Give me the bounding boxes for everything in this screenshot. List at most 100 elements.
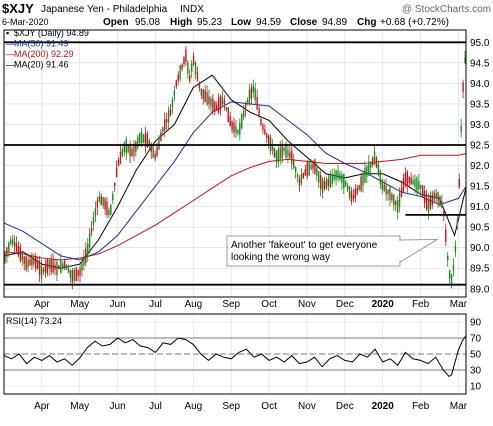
rsi-y-tick-label: 70 [470,334,482,345]
rsi-x-tick-label: Sep [222,401,240,412]
price-y-tick-label: 94.5 [470,58,490,69]
quote-high-value: 95.23 [197,17,222,28]
candle-down [164,119,166,131]
candle-up [42,268,45,273]
candle-up [271,145,274,151]
candle-up [362,173,364,186]
price-y-tick-label: 92.0 [470,161,490,172]
candle-down [17,245,20,256]
price-x-tick-label: Oct [261,299,277,310]
candle-down [312,164,314,169]
price-plot-frame [3,29,467,298]
candle-down [189,75,191,82]
candle-down [100,195,102,205]
candle-up [437,191,439,205]
candle-up [335,170,337,180]
candle-down [160,132,162,142]
candle-down [327,179,330,187]
candle-down [229,116,231,127]
x-axis: Apr Apr May May Jun Jun Jul Jul Aug Aug Sep Sep Oct O… [34,299,468,412]
candle-up [343,173,345,188]
candle-up [346,186,349,190]
candle-up [123,142,126,152]
candle-up [173,90,176,96]
legend-entry-price: $XJY (Daily) 94.89 [14,28,89,38]
candle-down [144,132,147,147]
price-y-tick-label: 90.0 [470,243,490,254]
price-x-tick-label: Apr [34,299,50,310]
candle-up [333,174,335,180]
candle-down [266,133,268,139]
legend-marker-ma50: — [6,39,15,49]
candle-down [260,118,262,126]
candle-down [165,119,168,123]
candle-down [177,74,179,81]
rsi-plot-frame [3,313,467,395]
price-y-tick-label: 94.0 [470,79,490,90]
rsi-panel: 10 30 50 70 90 RSI(14) 73.24 [3,313,482,395]
price-panel: 89.0 89.5 90.0 90.5 91.0 91.5 92.0 92.5 93.0 93.5… [3,28,490,298]
candle-down [183,56,185,64]
candle-down [58,265,60,270]
candle-up [329,175,331,188]
candle-up [348,186,351,199]
candle-down [6,247,8,257]
price-x-tick-label: 2020 [372,299,395,310]
rsi-y-tick-label: 90 [470,318,482,329]
candle-up [33,256,35,264]
candle-up [452,264,455,271]
candle-up [187,62,189,74]
candle-down [216,105,218,110]
annotation-text: Another 'fakeout' to get everyone [231,240,378,251]
chart-date: 6-Mar-2020 [2,17,49,27]
candle-down [146,134,149,148]
candle-up [65,264,68,270]
candle-down [185,49,187,62]
candle-down [150,144,152,152]
candle-up [389,187,391,201]
candle-up [366,165,368,177]
candle-down [429,197,432,209]
candle-up [464,57,466,63]
candle-down [63,260,66,268]
rsi-x-tick-label: Jul [149,401,162,412]
candle-up [142,134,145,143]
candle-down [306,162,308,177]
candle-up [254,87,256,100]
candle-up [385,185,387,195]
candle-up [98,196,100,202]
candle-down [458,179,460,187]
price-y-tick-label: 95.0 [470,38,490,49]
candle-down [44,264,47,273]
price-x-tick-label: Dec [336,299,354,310]
legend-marker-ma200: — [6,49,15,59]
candle-up [308,161,310,176]
candle-down [354,188,357,199]
candle-up [67,268,70,273]
candle-up [331,174,333,184]
quote-bar: Open 95.08 High 95.23 Low 94.59 Close 94… [103,17,449,28]
price-y-tick-label: 91.5 [470,182,490,193]
candle-down [208,96,210,105]
candle-down [19,246,22,262]
candle-up [56,261,58,275]
candle-up [4,252,6,263]
candle-down [38,262,41,275]
candle-down [289,152,291,159]
price-y-tick-label: 89.0 [470,284,490,295]
candle-down [443,210,445,217]
candle-down [169,108,172,116]
candle-down [31,257,33,266]
candle-up [83,256,85,266]
candle-up [235,126,237,134]
chart-instrument-name: Japanese Yen - Philadelphia [41,4,168,15]
candle-down [244,103,247,110]
candle-up [341,174,343,183]
candle-up [300,174,303,184]
candle-down [371,157,374,166]
candle-down [52,259,54,273]
candle-down [387,189,389,194]
candle-down [156,146,158,157]
candle-down [135,141,137,152]
candle-down [262,124,264,131]
